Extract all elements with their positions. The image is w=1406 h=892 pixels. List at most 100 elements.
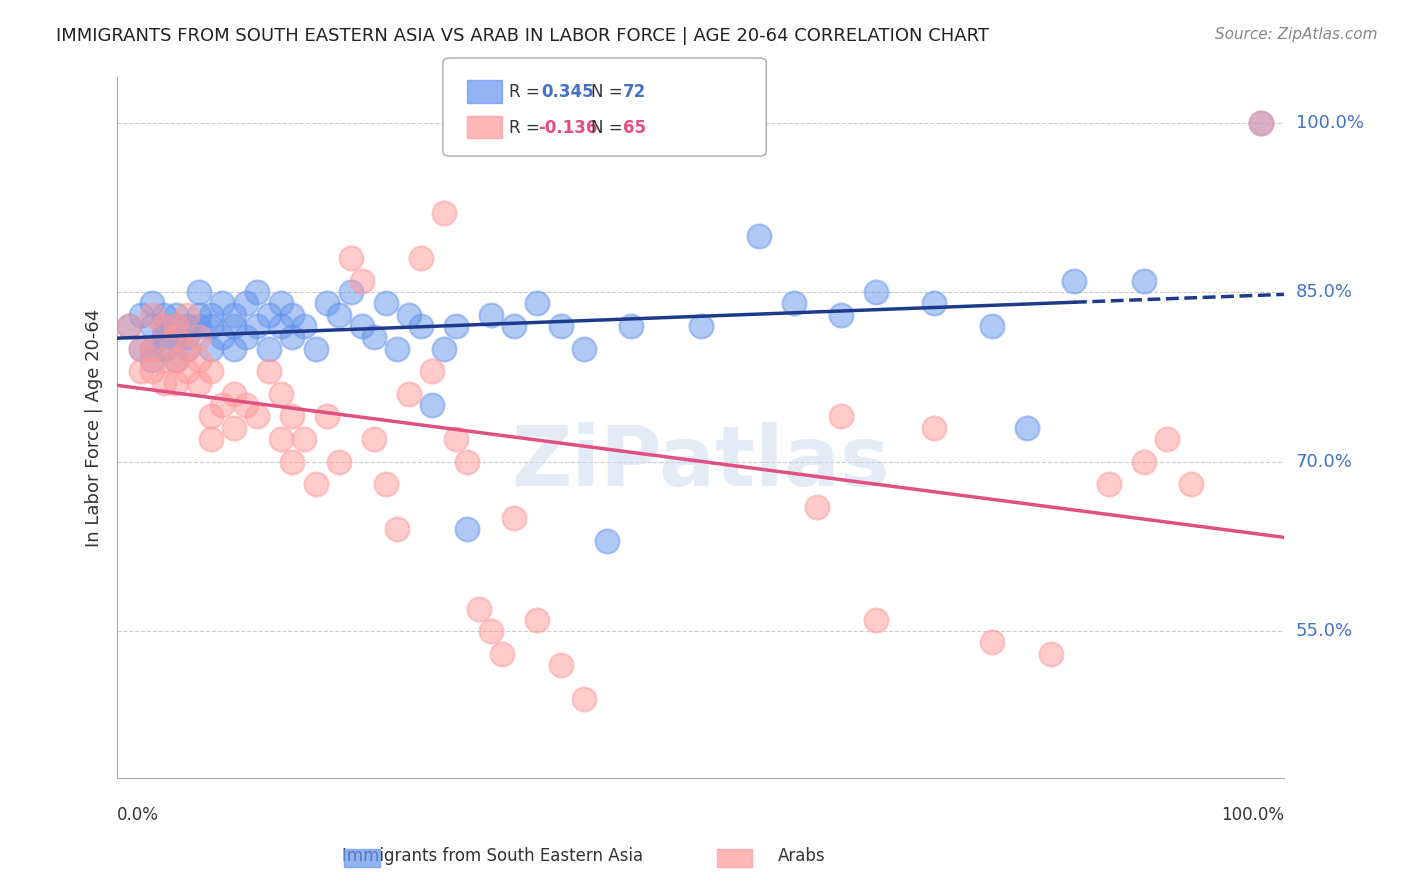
Text: R =: R = xyxy=(509,119,540,136)
Point xyxy=(503,511,526,525)
Point xyxy=(246,285,269,299)
Point xyxy=(830,409,852,424)
Point xyxy=(153,342,176,356)
Point xyxy=(235,398,257,412)
Point xyxy=(222,319,245,334)
Point xyxy=(176,364,198,378)
Point xyxy=(141,319,163,334)
Text: 0.0%: 0.0% xyxy=(117,806,159,824)
Point xyxy=(387,342,409,356)
Text: ZiPatlas: ZiPatlas xyxy=(512,422,890,503)
Point xyxy=(187,353,209,368)
Point xyxy=(1180,477,1202,491)
Text: R =: R = xyxy=(509,83,540,101)
Point xyxy=(235,330,257,344)
Point xyxy=(153,353,176,368)
Point xyxy=(304,342,326,356)
Point xyxy=(129,342,152,356)
Point xyxy=(456,455,478,469)
Point xyxy=(270,319,292,334)
Text: 0.345: 0.345 xyxy=(541,83,593,101)
Point xyxy=(200,364,222,378)
Point xyxy=(153,330,176,344)
Point xyxy=(129,364,152,378)
Point xyxy=(316,409,339,424)
Point xyxy=(526,296,548,310)
Point xyxy=(456,523,478,537)
Point xyxy=(444,432,467,446)
Point xyxy=(689,319,711,334)
Point xyxy=(246,409,269,424)
Point xyxy=(281,455,304,469)
Point xyxy=(211,296,233,310)
Point xyxy=(187,285,209,299)
Text: 65: 65 xyxy=(623,119,645,136)
Point xyxy=(491,647,513,661)
Point xyxy=(165,319,187,334)
Point xyxy=(420,364,443,378)
Point xyxy=(187,319,209,334)
Text: Source: ZipAtlas.com: Source: ZipAtlas.com xyxy=(1215,27,1378,42)
Point xyxy=(1039,647,1062,661)
Point xyxy=(304,477,326,491)
Text: -0.136: -0.136 xyxy=(538,119,598,136)
Point xyxy=(572,342,595,356)
Text: IMMIGRANTS FROM SOUTH EASTERN ASIA VS ARAB IN LABOR FORCE | AGE 20-64 CORRELATIO: IMMIGRANTS FROM SOUTH EASTERN ASIA VS AR… xyxy=(56,27,990,45)
Point xyxy=(783,296,806,310)
Point xyxy=(1017,421,1039,435)
Point xyxy=(281,308,304,322)
Point xyxy=(292,432,315,446)
Point xyxy=(141,353,163,368)
Point xyxy=(339,285,361,299)
Point xyxy=(200,319,222,334)
Point xyxy=(748,228,770,243)
Point xyxy=(165,319,187,334)
Point xyxy=(270,387,292,401)
Point xyxy=(398,387,420,401)
Point xyxy=(200,409,222,424)
Point xyxy=(235,296,257,310)
Point xyxy=(153,376,176,390)
Point xyxy=(257,364,280,378)
Point xyxy=(246,319,269,334)
Point xyxy=(398,308,420,322)
Point xyxy=(339,251,361,265)
Point xyxy=(619,319,641,334)
Point xyxy=(165,330,187,344)
Point xyxy=(503,319,526,334)
Point xyxy=(141,296,163,310)
Point xyxy=(1250,115,1272,129)
Point xyxy=(328,455,350,469)
Point xyxy=(374,477,396,491)
Point xyxy=(165,308,187,322)
Point xyxy=(129,308,152,322)
Text: Immigrants from South Eastern Asia: Immigrants from South Eastern Asia xyxy=(342,847,643,865)
Point xyxy=(129,342,152,356)
Text: 70.0%: 70.0% xyxy=(1296,452,1353,471)
Point xyxy=(981,319,1004,334)
Point xyxy=(433,342,456,356)
Point xyxy=(176,342,198,356)
Point xyxy=(281,409,304,424)
Point xyxy=(409,251,432,265)
Point xyxy=(187,376,209,390)
Point xyxy=(409,319,432,334)
Point xyxy=(526,613,548,627)
Point xyxy=(1133,274,1156,288)
Point xyxy=(153,308,176,322)
Point xyxy=(165,330,187,344)
Point xyxy=(922,296,945,310)
Point xyxy=(1063,274,1085,288)
Text: 100.0%: 100.0% xyxy=(1220,806,1284,824)
Point xyxy=(257,308,280,322)
Point xyxy=(374,296,396,310)
Point xyxy=(433,206,456,220)
Point xyxy=(222,342,245,356)
Point xyxy=(922,421,945,435)
Point xyxy=(572,692,595,706)
Point xyxy=(865,613,887,627)
Point xyxy=(363,432,385,446)
Point xyxy=(363,330,385,344)
Point xyxy=(176,319,198,334)
Point xyxy=(1133,455,1156,469)
